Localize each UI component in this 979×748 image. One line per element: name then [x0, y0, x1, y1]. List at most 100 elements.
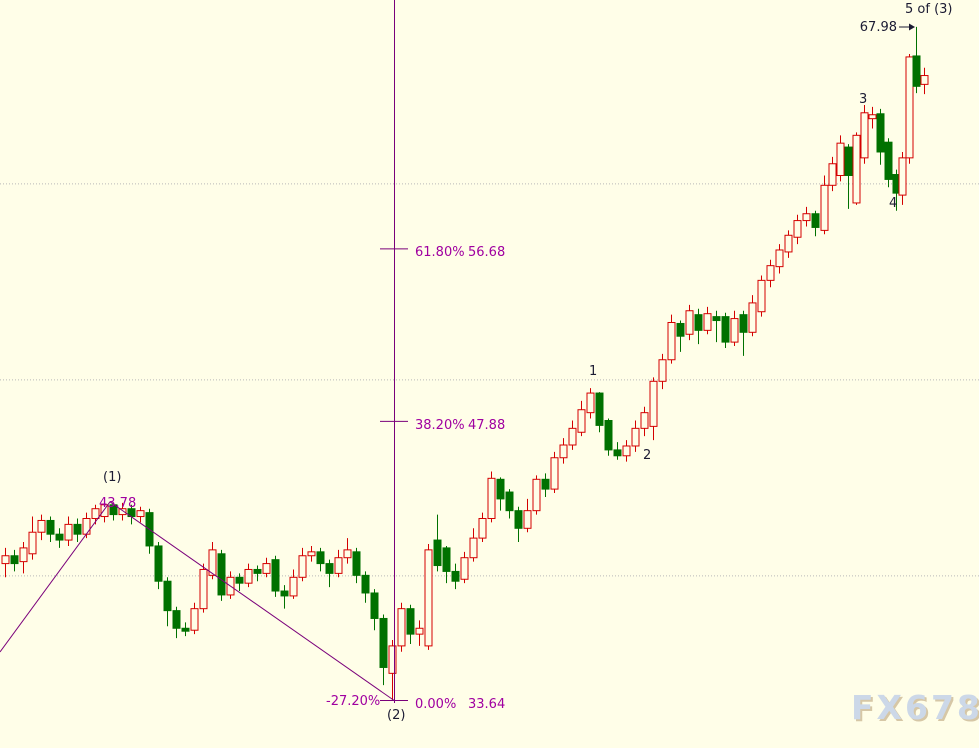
candle [667, 314, 676, 364]
candle [586, 388, 595, 419]
candle [298, 547, 307, 582]
candle [163, 577, 172, 627]
candle [235, 573, 244, 592]
candle [649, 377, 658, 441]
candle [28, 516, 37, 560]
candle [64, 516, 73, 546]
candle [451, 563, 460, 590]
candle [361, 571, 370, 603]
candle [658, 353, 667, 390]
candle [325, 559, 334, 588]
candle [784, 230, 793, 258]
candle [836, 135, 845, 182]
candle [352, 547, 361, 584]
candle [190, 602, 199, 635]
candle [244, 563, 253, 588]
candle [703, 306, 712, 335]
candle [262, 557, 271, 578]
candle [73, 518, 82, 543]
candle [37, 514, 46, 541]
candle [100, 501, 109, 523]
candle [631, 420, 640, 452]
candle [884, 138, 893, 188]
candle [820, 175, 829, 235]
candle [613, 442, 622, 460]
candle [828, 156, 837, 192]
candle [1, 547, 10, 578]
candle [568, 420, 577, 450]
candle [523, 498, 532, 533]
candle [550, 451, 559, 494]
candle [898, 151, 907, 205]
candle [541, 473, 550, 497]
candle [415, 620, 424, 646]
candle [433, 514, 442, 572]
candle [478, 512, 487, 543]
trendline [0, 501, 111, 653]
candle [721, 312, 730, 348]
candle [905, 53, 914, 164]
candle [868, 106, 877, 129]
candle [55, 528, 64, 548]
candle [10, 549, 19, 572]
candle [852, 132, 861, 205]
candle [532, 475, 541, 515]
candle [199, 563, 208, 613]
candle [577, 400, 586, 437]
candle [253, 565, 262, 582]
candle [640, 406, 649, 437]
candle [271, 555, 280, 597]
candle [388, 640, 397, 700]
candle [136, 506, 145, 523]
candle [739, 310, 748, 356]
candle [775, 244, 784, 274]
candle [811, 210, 820, 237]
candle [46, 516, 55, 543]
candle [343, 538, 352, 564]
candle [172, 606, 181, 639]
candle [514, 506, 523, 543]
candle [685, 304, 694, 341]
candle [397, 602, 406, 652]
candle [559, 438, 568, 464]
candle [793, 214, 802, 245]
candle [442, 545, 451, 584]
candle [860, 104, 869, 164]
candle [595, 392, 604, 433]
candle [154, 542, 163, 590]
candles [1, 26, 929, 700]
candle [217, 549, 226, 601]
price-callout-arrowhead [909, 23, 915, 31]
brand-watermark: FX678 [851, 688, 979, 727]
candle [912, 26, 921, 94]
candle [604, 418, 613, 456]
candle [181, 622, 190, 637]
candle [379, 614, 388, 686]
candle [460, 551, 469, 584]
candle [208, 542, 217, 580]
candle [505, 489, 514, 519]
candle [280, 585, 289, 609]
candle [844, 144, 853, 209]
candle [118, 502, 127, 521]
candle [334, 549, 343, 578]
candle [469, 528, 478, 562]
candle [307, 545, 316, 562]
candle [766, 259, 775, 288]
trendline [109, 501, 395, 701]
candle [496, 477, 505, 511]
candle [316, 547, 325, 572]
candle [730, 310, 739, 347]
candle [748, 295, 757, 337]
candle [424, 543, 433, 650]
candle [712, 310, 721, 343]
candle [487, 471, 496, 523]
candle [694, 308, 703, 345]
candle [757, 275, 766, 317]
candle [622, 440, 631, 462]
candle [19, 542, 28, 574]
candle [876, 108, 885, 165]
candle [289, 569, 298, 599]
